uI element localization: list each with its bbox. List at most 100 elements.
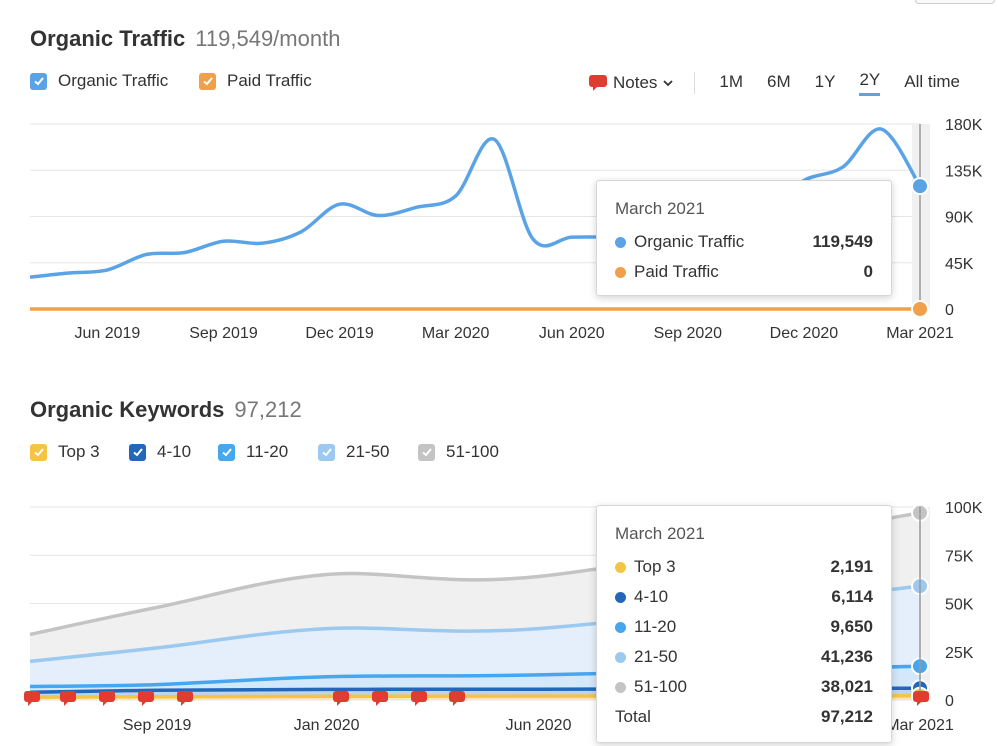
legend-paid-traffic[interactable]: Paid Traffic [199,71,312,91]
keywords-title: Organic Keywords 97,212 [30,397,302,423]
legend-top-3[interactable]: Top 3 [30,442,100,462]
range-6m[interactable]: 6M [767,71,791,91]
traffic-value: 119,549/month [195,26,341,51]
legend-paid-traffic-label: Paid Traffic [227,71,312,90]
chevron-down-icon [663,80,674,87]
data-point [911,300,929,318]
note-marker-tail [142,701,147,706]
traffic-tooltip-value: 119,549 [812,232,873,251]
note-marker-body [449,691,465,702]
legend-51-100-label: 51-100 [446,442,499,461]
range-1m[interactable]: 1M [719,71,744,91]
note-marker-icon [60,691,76,706]
x-tick-label: Jun 2019 [74,325,140,342]
series-dot-icon [615,681,626,693]
note-marker-tail [917,701,922,706]
note-marker-body [24,691,40,702]
traffic-tooltip: March 2021 Organic Traffic 119,549 Paid … [596,180,892,296]
note-icon [589,75,607,91]
checkbox-icon[interactable] [129,443,146,461]
note-marker-icon [449,691,465,706]
checkbox-icon[interactable] [418,443,435,461]
range-1y[interactable]: 1Y [814,71,836,91]
note-marker-icon [24,691,40,706]
x-tick-label: Mar 2021 [886,325,954,342]
keywords-tooltip-value: 6,114 [831,587,873,606]
legend-4-10-label: 4-10 [157,442,192,461]
keywords-tooltip-row: 4-10 6,114 [615,582,873,612]
legend-organic-traffic-label: Organic Traffic [58,71,169,90]
note-marker-body [60,691,76,702]
keywords-tooltip-row: Top 3 2,191 [615,552,873,582]
traffic-title-label: Organic Traffic [30,26,186,51]
keywords-tooltip-value: 38,021 [821,677,873,696]
note-marker-icon [372,691,388,706]
note-marker-tail [337,701,342,706]
note-marker-icon [138,691,154,706]
legend-11-20-label: 11-20 [246,442,289,461]
checkbox-icon[interactable] [30,443,47,461]
x-tick-label: Dec 2019 [305,325,374,342]
legend-top-3-label: Top 3 [58,442,100,461]
traffic-tooltip-value: 0 [863,262,873,281]
traffic-toolbar: Notes 1M 6M 1Y 2Y All time [588,70,960,96]
series-dot-icon [615,561,626,573]
checkbox-icon[interactable] [318,443,335,461]
note-marker-tail [376,701,381,706]
x-tick-label: Jan 2020 [294,717,360,734]
top-right-button-edge[interactable] [915,0,995,4]
y-tick-label: 90K [945,210,974,227]
keywords-tooltip-label: 51-100 [634,677,687,696]
notes-dropdown[interactable]: Notes [588,73,674,93]
x-tick-label: Mar 2020 [422,325,490,342]
y-tick-label: 25K [945,645,974,662]
keywords-tooltip-label: 21-50 [634,647,678,666]
legend-organic-traffic[interactable]: Organic Traffic [30,71,168,91]
series-dot-icon [615,591,626,603]
keywords-tooltip-value: 2,191 [830,557,873,576]
y-tick-label: 0 [945,693,954,710]
note-marker-body [138,691,154,702]
legend-21-50[interactable]: 21-50 [318,442,389,462]
y-tick-label: 45K [945,256,974,273]
x-tick-label: Jun 2020 [506,717,572,734]
series-dot-icon [615,266,626,278]
note-marker-tail [181,701,186,706]
legend-4-10[interactable]: 4-10 [129,442,191,462]
note-marker-icon [913,691,929,706]
legend-11-20[interactable]: 11-20 [218,442,288,462]
keywords-tooltip-total-value: 97,212 [821,707,873,726]
keywords-tooltip-label: 11-20 [634,617,677,636]
note-marker-tail [415,701,420,706]
series-dot-icon [615,621,626,633]
range-2y[interactable]: 2Y [859,70,881,96]
x-tick-label: Sep 2019 [189,325,258,342]
note-marker-tail [64,701,69,706]
checkbox-icon[interactable] [199,72,216,90]
x-tick-label: Sep 2020 [654,325,723,342]
y-tick-label: 135K [945,163,983,180]
x-tick-label: Dec 2020 [770,325,839,342]
traffic-tooltip-row: Organic Traffic 119,549 [615,227,873,257]
series-dot-icon [615,236,626,248]
note-marker-body [913,691,929,702]
range-all-time[interactable]: All time [904,71,960,91]
legend-51-100[interactable]: 51-100 [418,442,499,462]
note-marker-icon [411,691,427,706]
y-tick-label: 0 [945,302,954,319]
keywords-tooltip-row: 21-50 41,236 [615,642,873,672]
note-marker-body [411,691,427,702]
notes-label: Notes [613,73,658,92]
keywords-tooltip-label: 4-10 [634,587,669,606]
traffic-tooltip-date: March 2021 [615,199,705,218]
keywords-tooltip-total-label: Total [615,707,651,726]
y-tick-label: 100K [945,500,983,517]
y-tick-label: 50K [945,597,974,614]
y-tick-label: 75K [945,548,974,565]
note-marker-icon [99,691,115,706]
checkbox-icon[interactable] [218,443,235,461]
note-marker-icon [333,691,349,706]
data-point [911,177,929,196]
checkbox-icon[interactable] [30,72,47,90]
keywords-tooltip-value: 9,650 [830,617,873,636]
